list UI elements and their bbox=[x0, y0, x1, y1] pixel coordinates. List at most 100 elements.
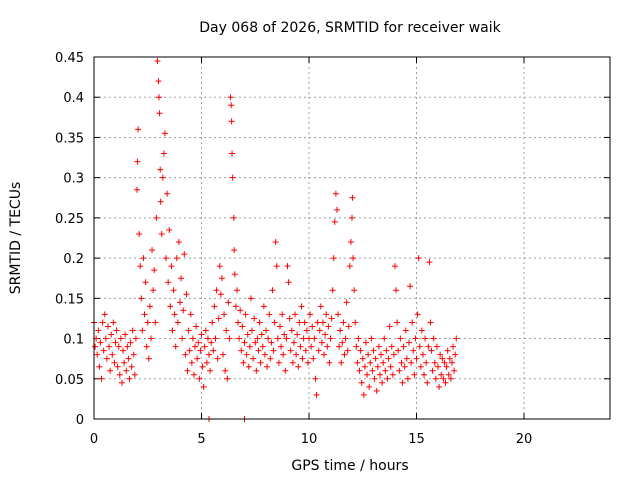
data-point bbox=[433, 343, 440, 350]
data-point bbox=[366, 383, 373, 390]
x-tick-label: 5 bbox=[197, 432, 205, 447]
data-point bbox=[174, 319, 181, 326]
data-point bbox=[215, 315, 222, 322]
data-point bbox=[404, 375, 411, 382]
data-point bbox=[290, 339, 297, 346]
data-point bbox=[163, 255, 170, 262]
data-point bbox=[325, 323, 332, 330]
data-point bbox=[351, 287, 358, 294]
data-point bbox=[179, 335, 186, 342]
data-point bbox=[427, 319, 434, 326]
data-point bbox=[132, 335, 139, 342]
x-axis-label: GPS time / hours bbox=[291, 458, 408, 474]
y-tick-label: 0.45 bbox=[55, 51, 84, 66]
data-point bbox=[250, 355, 257, 362]
data-point bbox=[402, 327, 409, 334]
data-point bbox=[214, 355, 221, 362]
data-point bbox=[106, 343, 113, 350]
data-point bbox=[303, 327, 310, 334]
data-point bbox=[212, 335, 219, 342]
data-point bbox=[224, 375, 231, 382]
data-point bbox=[196, 375, 203, 382]
data-point bbox=[282, 367, 289, 374]
data-point bbox=[257, 359, 264, 366]
data-point bbox=[220, 351, 226, 358]
data-point bbox=[229, 174, 236, 181]
y-tick-label: 0.3 bbox=[63, 172, 84, 187]
data-point bbox=[130, 351, 137, 358]
data-point bbox=[222, 367, 229, 374]
data-point bbox=[206, 351, 213, 358]
data-point bbox=[177, 299, 183, 306]
data-point bbox=[245, 363, 252, 370]
data-point bbox=[155, 78, 162, 85]
data-point bbox=[310, 355, 317, 362]
data-point bbox=[387, 363, 394, 370]
data-point bbox=[447, 375, 454, 382]
y-tick-label: 0.2 bbox=[63, 252, 84, 267]
data-point bbox=[435, 363, 441, 370]
data-point bbox=[145, 355, 152, 362]
data-point bbox=[344, 347, 351, 354]
data-point bbox=[426, 259, 433, 266]
data-point bbox=[186, 347, 193, 354]
data-point bbox=[382, 367, 389, 374]
data-point bbox=[451, 367, 458, 374]
data-point bbox=[365, 351, 372, 358]
data-point bbox=[207, 367, 214, 374]
data-point bbox=[128, 363, 135, 370]
data-point bbox=[279, 311, 286, 318]
data-point bbox=[333, 206, 340, 213]
data-point bbox=[415, 255, 422, 262]
data-point bbox=[452, 351, 459, 358]
x-tick-label: 15 bbox=[408, 432, 425, 447]
data-point bbox=[408, 359, 415, 366]
data-point bbox=[376, 371, 383, 378]
data-point bbox=[450, 343, 457, 350]
data-point bbox=[374, 363, 381, 370]
plot-frame bbox=[93, 56, 611, 420]
data-point bbox=[399, 379, 406, 386]
data-point bbox=[397, 335, 404, 342]
data-point bbox=[142, 279, 149, 286]
data-point bbox=[338, 359, 345, 366]
data-point bbox=[100, 347, 107, 354]
data-point bbox=[227, 94, 234, 101]
data-point bbox=[173, 255, 180, 262]
data-point bbox=[139, 327, 146, 334]
data-point bbox=[171, 311, 178, 318]
data-point bbox=[386, 323, 393, 330]
data-point bbox=[264, 363, 271, 370]
data-point bbox=[340, 319, 347, 326]
data-point bbox=[414, 311, 421, 318]
data-point bbox=[241, 339, 248, 346]
data-point bbox=[134, 158, 141, 165]
data-point bbox=[296, 319, 303, 326]
data-point bbox=[369, 367, 376, 374]
data-point bbox=[242, 311, 249, 318]
data-point bbox=[396, 367, 403, 374]
data-point bbox=[445, 371, 452, 378]
data-point bbox=[349, 214, 355, 221]
x-tick-label: 20 bbox=[516, 432, 533, 447]
data-point bbox=[392, 263, 398, 270]
data-point bbox=[194, 355, 201, 362]
data-point bbox=[302, 347, 309, 354]
data-point bbox=[232, 303, 239, 310]
data-point bbox=[187, 311, 194, 318]
data-point bbox=[231, 247, 238, 254]
data-point bbox=[166, 226, 173, 233]
data-point bbox=[364, 371, 371, 378]
data-point bbox=[413, 355, 420, 362]
data-point bbox=[294, 331, 301, 338]
data-point bbox=[313, 391, 320, 398]
data-point bbox=[311, 335, 318, 342]
data-point bbox=[423, 359, 430, 366]
data-point bbox=[192, 343, 199, 350]
data-point bbox=[328, 315, 335, 322]
data-point bbox=[349, 194, 356, 201]
data-point bbox=[289, 359, 296, 366]
data-point bbox=[155, 94, 162, 101]
data-point bbox=[270, 347, 277, 354]
data-point bbox=[141, 311, 148, 318]
